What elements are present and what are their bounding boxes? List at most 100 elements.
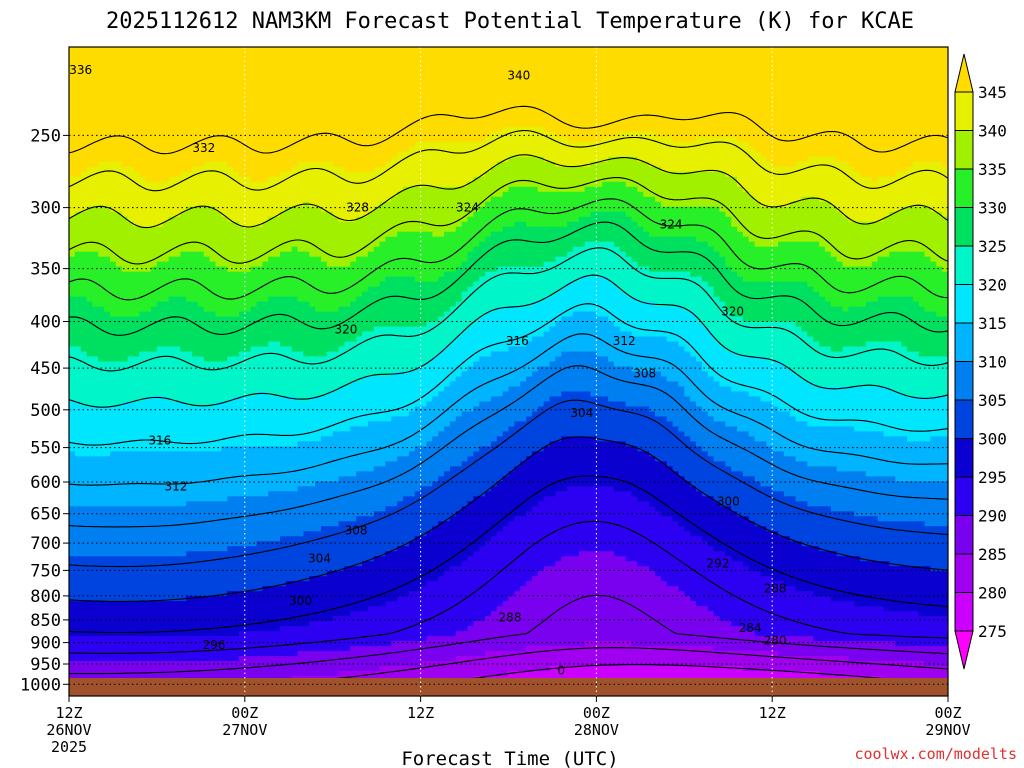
heatmap-cell <box>590 391 685 398</box>
heatmap-cell <box>438 521 510 527</box>
colorbar-tick-label: 315 <box>978 314 1007 333</box>
heatmap-cell <box>895 171 948 178</box>
heatmap-cell <box>485 491 556 497</box>
heatmap-cell <box>760 396 948 403</box>
chart-title: 2025112612 NAM3KM Forecast Potential Tem… <box>106 9 914 34</box>
heatmap-cell <box>613 321 703 328</box>
heatmap-cell <box>69 71 948 78</box>
heatmap-cell <box>883 431 948 437</box>
heatmap-cell <box>297 161 334 168</box>
heatmap-cell <box>555 131 621 138</box>
heatmap-cell <box>455 511 527 517</box>
heatmap-cell <box>883 216 948 223</box>
heatmap-cell <box>69 101 948 108</box>
heatmap-cell <box>426 636 814 642</box>
heatmap-cell <box>737 176 873 183</box>
heatmap-cell <box>754 476 896 482</box>
heatmap-cell <box>203 251 281 258</box>
heatmap-cell <box>502 391 562 398</box>
heatmap-cell <box>426 531 498 537</box>
contour-line-340 <box>69 154 948 229</box>
heatmap-cell <box>713 496 797 502</box>
heatmap-cell <box>737 511 855 517</box>
heatmap-cell <box>561 316 609 323</box>
heatmap-cell <box>760 151 948 158</box>
heatmap-cell <box>778 406 948 413</box>
heatmap-cell <box>192 166 234 173</box>
y-tick-label: 250 <box>30 126 61 146</box>
x-tick-label: 12Z <box>759 704 786 722</box>
heatmap-cell <box>69 201 304 208</box>
heatmap-cell <box>69 111 948 118</box>
heatmap-cell <box>69 486 299 492</box>
heatmap-cell <box>473 496 545 502</box>
heatmap-cell <box>256 391 269 398</box>
heatmap-cell <box>502 476 685 482</box>
heatmap-cell <box>725 346 832 353</box>
heatmap-cell <box>537 406 650 413</box>
heatmap-cell <box>467 326 551 333</box>
colorbar-tick-label: 300 <box>978 430 1007 449</box>
heatmap-cell <box>684 591 814 597</box>
contour-line-324 <box>69 247 948 372</box>
heatmap-cell <box>625 211 726 218</box>
heatmap-cell <box>238 221 263 228</box>
heatmap-cell <box>397 546 480 552</box>
heatmap-cell <box>127 216 170 223</box>
heatmap-cell <box>813 636 948 642</box>
heatmap-cell <box>186 596 398 602</box>
heatmap-cell <box>338 476 439 482</box>
heatmap-cell <box>69 51 948 58</box>
heatmap-cell <box>69 166 88 173</box>
colorbar-box <box>954 515 974 555</box>
heatmap-cell <box>151 306 205 313</box>
heatmap-cell <box>807 156 838 163</box>
heatmap-cell <box>701 361 785 368</box>
heatmap-cell <box>684 391 750 398</box>
heatmap-cell <box>696 601 855 607</box>
heatmap-cell <box>742 471 867 477</box>
heatmap-cell <box>455 656 849 662</box>
heatmap-cell <box>690 351 738 358</box>
heatmap-cell <box>297 246 375 253</box>
x-tick-label: 00Z <box>583 704 610 722</box>
heatmap-cell <box>479 276 580 283</box>
heatmap-cell <box>567 221 639 228</box>
heatmap-cell <box>549 666 744 672</box>
heatmap-cell <box>801 376 948 383</box>
contour-line-344 <box>69 130 948 192</box>
heatmap-cell <box>92 301 158 308</box>
heatmap-cell <box>555 561 639 567</box>
y-tick-label: 400 <box>30 313 61 333</box>
heatmap-cell <box>572 246 621 253</box>
heatmap-cell <box>713 546 820 552</box>
heatmap-cell <box>69 66 948 73</box>
heatmap-cell <box>590 161 650 168</box>
heatmap-cell <box>279 341 346 348</box>
heatmap-cell <box>918 301 948 308</box>
heatmap-cell <box>696 136 738 143</box>
heatmap-cell <box>543 126 948 133</box>
heatmap-cell <box>502 431 685 437</box>
heatmap-cell <box>344 566 451 572</box>
heatmap-cell <box>221 211 281 218</box>
colorbar-tick-label: 285 <box>978 545 1007 564</box>
colorbar-tick-label: 345 <box>978 83 1007 102</box>
heatmap-cell <box>485 651 779 657</box>
heatmap-cell <box>608 356 697 363</box>
heatmap-cell <box>631 331 715 338</box>
heatmap-cell <box>379 281 474 288</box>
heatmap-cell <box>906 166 948 173</box>
heatmap-cell <box>250 266 457 273</box>
heatmap-cell <box>391 156 510 163</box>
heatmap-cell <box>69 241 381 248</box>
heatmap-cell <box>426 361 474 368</box>
heatmap-cell <box>444 271 486 278</box>
heatmap-cell <box>69 76 948 83</box>
contour-label: 316 <box>148 433 171 447</box>
heatmap-cell <box>297 441 428 447</box>
heatmap-cell <box>444 346 510 353</box>
heatmap-cell <box>848 306 926 313</box>
heatmap-cell <box>320 256 357 263</box>
heatmap-cell <box>69 446 222 452</box>
